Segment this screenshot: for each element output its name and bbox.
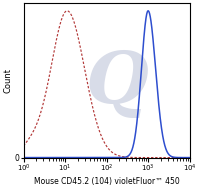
X-axis label: Mouse CD45.2 (104) violetFluor™ 450: Mouse CD45.2 (104) violetFluor™ 450 bbox=[34, 177, 179, 186]
Text: Q: Q bbox=[85, 48, 148, 119]
Y-axis label: Count: Count bbox=[3, 68, 12, 93]
